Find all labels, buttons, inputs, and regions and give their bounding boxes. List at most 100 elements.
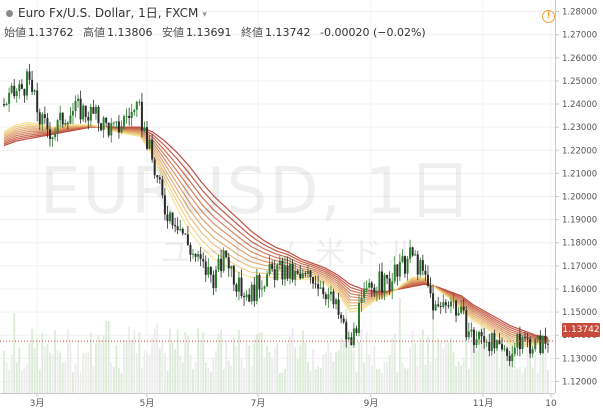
volume-bar bbox=[164, 353, 166, 393]
volume-bar bbox=[299, 344, 302, 393]
volume-bar bbox=[462, 357, 465, 393]
candle-body bbox=[319, 287, 322, 289]
candle-body bbox=[33, 90, 36, 92]
volume-bar bbox=[46, 343, 49, 393]
chevron-down-icon[interactable]: ▾ bbox=[202, 10, 207, 20]
close-value: 1.13742 bbox=[265, 26, 311, 39]
candle-body bbox=[401, 256, 404, 262]
candle-body bbox=[243, 296, 246, 298]
y-tick-label: 1.21000 bbox=[562, 169, 597, 179]
warning-icon[interactable]: ! bbox=[542, 10, 555, 23]
candle-body bbox=[186, 234, 189, 245]
volume-bar bbox=[416, 367, 419, 393]
candle-body bbox=[301, 273, 304, 279]
candle-body bbox=[123, 116, 126, 127]
candle-body bbox=[41, 114, 44, 125]
candle-body bbox=[13, 85, 16, 97]
volume-bar bbox=[169, 328, 171, 393]
volume-bar bbox=[197, 328, 200, 393]
candle-body bbox=[455, 300, 458, 316]
volume-bar bbox=[268, 352, 271, 393]
candle-body bbox=[156, 175, 159, 178]
volume-bar bbox=[332, 361, 335, 393]
candle-body bbox=[23, 88, 26, 96]
volume-bar bbox=[128, 326, 131, 393]
y-tick-label: 1.13000 bbox=[562, 354, 597, 364]
candle-body bbox=[416, 254, 419, 275]
volume-bar bbox=[189, 354, 192, 393]
candle-body bbox=[493, 333, 496, 349]
candle-body bbox=[503, 348, 506, 350]
candle-body bbox=[179, 228, 182, 231]
volume-bar bbox=[312, 349, 314, 393]
volume-bar bbox=[368, 354, 371, 393]
candle-body bbox=[204, 261, 207, 275]
volume-bar bbox=[184, 332, 187, 393]
volume-bar bbox=[18, 347, 21, 393]
volume-bar bbox=[135, 353, 138, 393]
volume-bar bbox=[61, 362, 64, 393]
x-tick-label: 9月 bbox=[364, 398, 379, 408]
candle-body bbox=[125, 115, 128, 117]
volume-bar bbox=[393, 333, 396, 393]
y-tick-label: 1.17000 bbox=[562, 262, 597, 272]
volume-bar bbox=[72, 371, 74, 393]
volume-bar bbox=[427, 337, 429, 393]
candle-body bbox=[271, 263, 274, 270]
candle-body bbox=[253, 284, 256, 302]
volume-bar bbox=[475, 350, 478, 393]
volume-bar bbox=[235, 346, 238, 393]
low-label: 安値 bbox=[162, 26, 184, 39]
candle-body bbox=[386, 274, 389, 279]
volume-bar bbox=[123, 339, 125, 393]
volume-bar bbox=[432, 300, 434, 393]
candle-body bbox=[92, 107, 95, 114]
candle-body bbox=[536, 335, 539, 340]
candle-body bbox=[217, 258, 220, 270]
candle-body bbox=[447, 305, 450, 307]
candle-body bbox=[335, 299, 338, 305]
candle-body bbox=[266, 274, 269, 287]
x-tick-label: 7月 bbox=[251, 398, 266, 408]
high-value: 1.13806 bbox=[107, 26, 153, 39]
candle-body bbox=[255, 275, 258, 302]
candle-body bbox=[329, 291, 332, 295]
volume-bar bbox=[84, 352, 87, 393]
close-label: 終値 bbox=[241, 26, 263, 39]
candle-body bbox=[373, 287, 376, 293]
volume-bar bbox=[263, 357, 266, 393]
volume-bar bbox=[74, 363, 77, 393]
volume-bar bbox=[444, 339, 447, 393]
volume-bar bbox=[250, 366, 253, 393]
volume-bar bbox=[421, 329, 424, 393]
volume-bar bbox=[102, 335, 105, 393]
candle-body bbox=[291, 263, 294, 280]
candle-body bbox=[317, 284, 320, 289]
volume-bar bbox=[255, 334, 258, 393]
volume-bar bbox=[215, 350, 217, 393]
candle-body bbox=[312, 277, 315, 284]
candle-body bbox=[467, 331, 470, 338]
candle-body bbox=[529, 338, 532, 354]
candle-body bbox=[176, 226, 179, 231]
volume-bar bbox=[107, 321, 110, 393]
volume-bar bbox=[148, 354, 151, 393]
candle-body bbox=[105, 117, 108, 123]
volume-bar bbox=[225, 340, 228, 393]
volume-bar bbox=[181, 362, 184, 393]
volume-bar bbox=[253, 339, 256, 393]
volume-bar bbox=[248, 345, 251, 393]
candle-body bbox=[102, 117, 105, 131]
candle-body bbox=[383, 274, 386, 293]
candle-body bbox=[110, 123, 113, 136]
x-tick-label: 3月 bbox=[30, 398, 45, 408]
candle-body bbox=[289, 263, 292, 279]
candle-body bbox=[117, 121, 120, 133]
y-tick-label: 1.20000 bbox=[562, 193, 597, 203]
candle-body bbox=[120, 126, 123, 133]
chart-header[interactable]: Euro Fx/U.S. Dollar, 1日, FXCM ▾ bbox=[6, 4, 207, 21]
candle-body bbox=[77, 98, 80, 101]
volume-bar bbox=[43, 345, 46, 393]
y-tick-label: 1.24000 bbox=[562, 100, 597, 110]
